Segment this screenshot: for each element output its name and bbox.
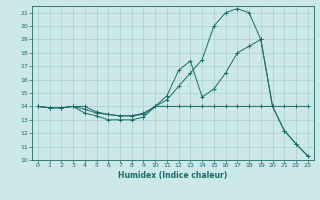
X-axis label: Humidex (Indice chaleur): Humidex (Indice chaleur) (118, 171, 228, 180)
